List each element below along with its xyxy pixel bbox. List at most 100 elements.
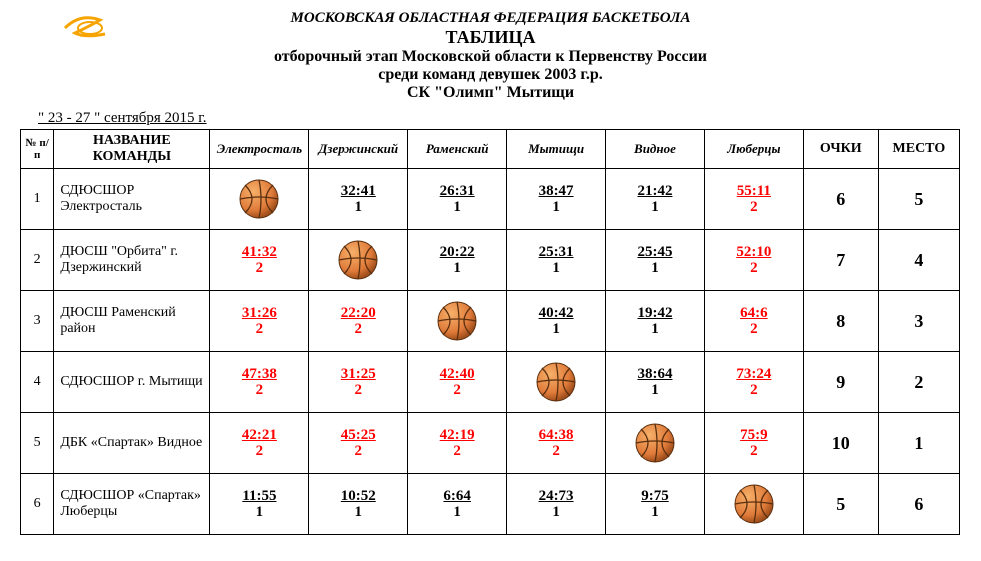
score-cell: 22:202	[309, 291, 408, 352]
score-value: 45:25	[313, 427, 403, 444]
federation-logo	[60, 8, 120, 53]
col-opp-2: Раменский	[408, 130, 507, 169]
basketball-icon	[408, 291, 507, 352]
score-value: 75:9	[709, 427, 799, 444]
points-value: 2	[214, 382, 304, 399]
total-points: 5	[803, 474, 878, 535]
points-value: 2	[709, 321, 799, 338]
score-value: 42:19	[412, 427, 502, 444]
points-value: 1	[511, 260, 601, 277]
total-points: 10	[803, 413, 878, 474]
table-row: 2 ДЮСШ "Орбита" г. Дзержинский41:322 20:22…	[21, 230, 960, 291]
col-team: НАЗВАНИЕ КОМАНДЫ	[54, 130, 210, 169]
points-value: 2	[709, 443, 799, 460]
score-cell: 25:311	[507, 230, 606, 291]
score-value: 73:24	[709, 366, 799, 383]
points-value: 1	[313, 504, 403, 521]
row-number: 5	[21, 413, 54, 474]
score-value: 22:20	[313, 305, 403, 322]
basketball-icon	[606, 413, 705, 474]
place: 6	[878, 474, 959, 535]
score-value: 41:32	[214, 244, 304, 261]
score-cell: 42:192	[408, 413, 507, 474]
score-cell: 64:382	[507, 413, 606, 474]
table-row: 5ДБК «Спартак» Видное42:21245:25242:1926…	[21, 413, 960, 474]
team-name: СДЮСШОР Электросталь	[54, 169, 210, 230]
points-value: 2	[709, 382, 799, 399]
score-cell: 45:252	[309, 413, 408, 474]
header-row: № п/п НАЗВАНИЕ КОМАНДЫ Электросталь Дзер…	[21, 130, 960, 169]
col-opp-3: Мытищи	[507, 130, 606, 169]
org-name: МОСКОВСКАЯ ОБЛАСТНАЯ ФЕДЕРАЦИЯ БАСКЕТБОЛ…	[20, 10, 961, 27]
points-value: 1	[214, 504, 304, 521]
place: 4	[878, 230, 959, 291]
doc-title: ТАБЛИЦА	[20, 27, 961, 48]
points-value: 2	[214, 321, 304, 338]
points-value: 1	[511, 199, 601, 216]
score-value: 25:31	[511, 244, 601, 261]
team-name: ДБК «Спартак» Видное	[54, 413, 210, 474]
col-opp-4: Видное	[606, 130, 705, 169]
points-value: 1	[610, 199, 700, 216]
col-opp-1: Дзержинский	[309, 130, 408, 169]
points-value: 2	[313, 443, 403, 460]
points-value: 2	[412, 382, 502, 399]
points-value: 1	[412, 260, 502, 277]
col-points: ОЧКИ	[803, 130, 878, 169]
points-value: 2	[709, 260, 799, 277]
score-value: 25:45	[610, 244, 700, 261]
score-value: 47:38	[214, 366, 304, 383]
score-cell: 41:322	[210, 230, 309, 291]
subtitle-2: среди команд девушек 2003 г.р.	[20, 66, 961, 84]
basketball-icon	[507, 352, 606, 413]
team-name: ДЮСШ "Орбита" г. Дзержинский	[54, 230, 210, 291]
score-cell: 31:252	[309, 352, 408, 413]
score-cell: 52:102	[704, 230, 803, 291]
document-header: МОСКОВСКАЯ ОБЛАСТНАЯ ФЕДЕРАЦИЯ БАСКЕТБОЛ…	[20, 10, 961, 102]
col-opp-0: Электросталь	[210, 130, 309, 169]
score-value: 20:22	[412, 244, 502, 261]
score-cell: 21:421	[606, 169, 705, 230]
score-value: 64:38	[511, 427, 601, 444]
subtitle-3: СК "Олимп" Мытищи	[20, 84, 961, 102]
team-name: СДЮСШОР «Спартак» Люберцы	[54, 474, 210, 535]
score-value: 10:52	[313, 488, 403, 505]
points-value: 1	[511, 321, 601, 338]
score-cell: 32:411	[309, 169, 408, 230]
points-value: 2	[313, 321, 403, 338]
basketball-icon	[704, 474, 803, 535]
total-points: 9	[803, 352, 878, 413]
subtitle-1: отборочный этап Московской области к Пер…	[20, 48, 961, 66]
col-place: МЕСТО	[878, 130, 959, 169]
score-cell: 10:521	[309, 474, 408, 535]
score-cell: 38:471	[507, 169, 606, 230]
score-value: 55:11	[709, 183, 799, 200]
standings-table: № п/п НАЗВАНИЕ КОМАНДЫ Электросталь Дзер…	[20, 129, 960, 535]
score-cell: 42:402	[408, 352, 507, 413]
place: 5	[878, 169, 959, 230]
score-value: 6:64	[412, 488, 502, 505]
score-cell: 55:112	[704, 169, 803, 230]
score-value: 38:64	[610, 366, 700, 383]
row-number: 4	[21, 352, 54, 413]
score-value: 19:42	[610, 305, 700, 322]
score-cell: 19:421	[606, 291, 705, 352]
score-cell: 47:382	[210, 352, 309, 413]
score-cell: 75:92	[704, 413, 803, 474]
points-value: 1	[610, 382, 700, 399]
score-value: 31:26	[214, 305, 304, 322]
points-value: 1	[610, 504, 700, 521]
place: 1	[878, 413, 959, 474]
total-points: 7	[803, 230, 878, 291]
score-value: 38:47	[511, 183, 601, 200]
score-value: 26:31	[412, 183, 502, 200]
score-value: 11:55	[214, 488, 304, 505]
table-row: 3ДЮСШ Раменский район31:26222:20240:4211…	[21, 291, 960, 352]
score-value: 64:6	[709, 305, 799, 322]
place: 3	[878, 291, 959, 352]
score-cell: 11:551	[210, 474, 309, 535]
team-name: ДЮСШ Раменский район	[54, 291, 210, 352]
col-opp-5: Люберцы	[704, 130, 803, 169]
points-value: 2	[313, 382, 403, 399]
total-points: 8	[803, 291, 878, 352]
